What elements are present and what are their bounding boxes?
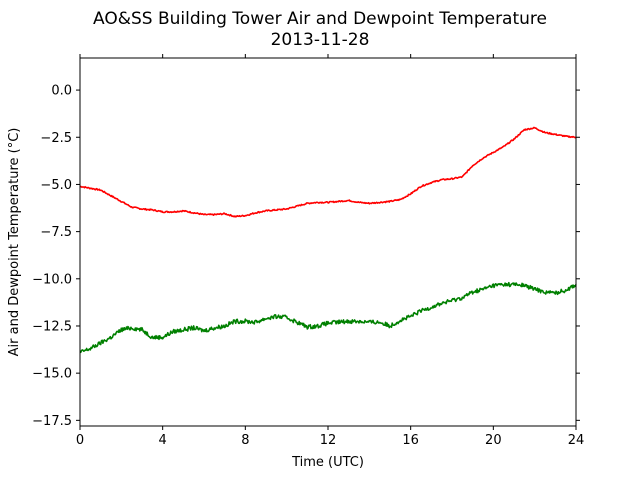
y-tick-label: −15.0 bbox=[32, 367, 72, 382]
x-tick-label: 0 bbox=[76, 433, 84, 448]
y-tick-label: −5.0 bbox=[40, 178, 72, 193]
x-tick-label: 20 bbox=[485, 433, 502, 448]
y-tick-label: −17.5 bbox=[32, 414, 72, 429]
series-layer bbox=[79, 126, 577, 354]
x-tick-label: 24 bbox=[568, 433, 585, 448]
x-tick-label: 16 bbox=[402, 433, 419, 448]
plot-frame bbox=[79, 57, 577, 427]
x-axis-label: Time (UTC) bbox=[291, 455, 364, 470]
y-tick-label: −7.5 bbox=[40, 225, 72, 240]
y-axis-label: Air and Dewpoint Temperature (°C) bbox=[7, 128, 22, 357]
y-tick-label: −12.5 bbox=[32, 319, 72, 334]
chart-subtitle: 2013-11-28 bbox=[271, 30, 370, 50]
y-tick-label: 0.0 bbox=[51, 84, 72, 99]
x-tick-label: 4 bbox=[159, 433, 167, 448]
y-axis: 0.0 −2.5 −5.0 −7.5 −10.0 −12.5 −15.0 −17.5 bbox=[32, 84, 580, 429]
x-tick-label: 8 bbox=[241, 433, 249, 448]
x-axis: 0 4 8 12 16 20 24 bbox=[76, 54, 584, 448]
series-line-2 bbox=[79, 281, 577, 354]
y-tick-label: −10.0 bbox=[32, 272, 72, 287]
x-tick-label: 12 bbox=[320, 433, 337, 448]
series-line-1 bbox=[79, 126, 577, 218]
chart-title: AO&SS Building Tower Air and Dewpoint Te… bbox=[93, 9, 547, 29]
y-tick-label: −2.5 bbox=[40, 131, 72, 146]
